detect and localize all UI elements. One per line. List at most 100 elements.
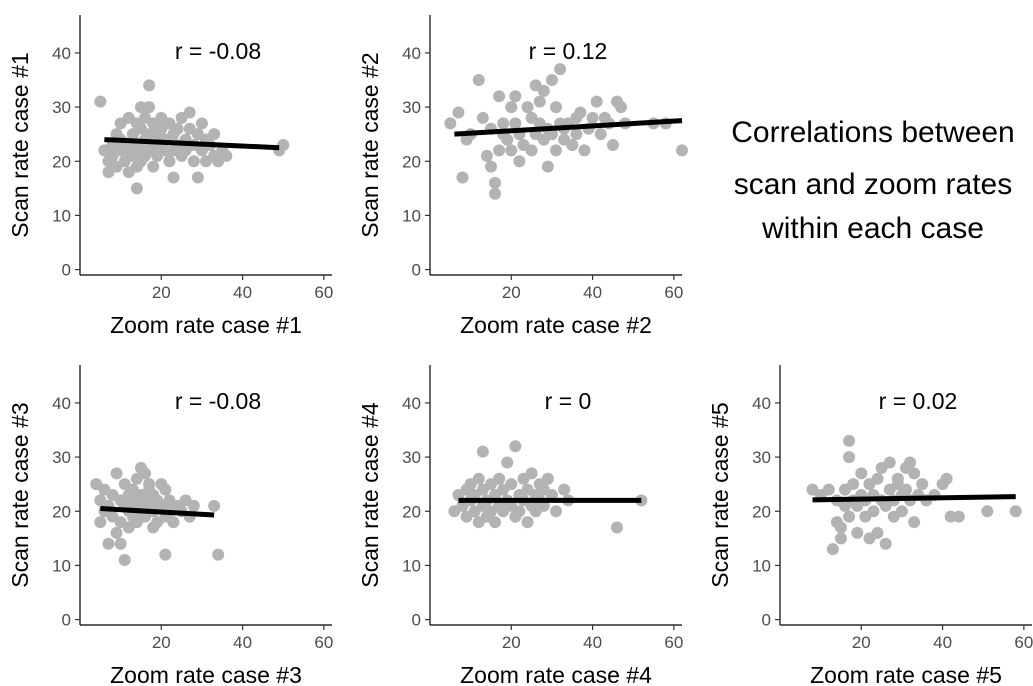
panel-3: 0 10 20 30 40 20 40 60 r = -0.08 Zoom rate case #… <box>7 365 333 686</box>
data-point <box>489 516 502 529</box>
data-point <box>550 101 562 114</box>
data-point <box>159 548 172 561</box>
data-point <box>476 445 489 458</box>
data-point <box>187 155 200 168</box>
x-tick-label: 40 <box>233 283 252 302</box>
caption-line-2: scan and zoom rates <box>734 168 1012 201</box>
data-point <box>480 149 493 162</box>
data-point <box>916 478 929 491</box>
data-point <box>545 74 558 86</box>
correlation-label: r = 0.02 <box>879 388 958 414</box>
data-point <box>843 510 856 523</box>
data-point <box>851 526 864 539</box>
correlation-label: r = -0.08 <box>175 388 261 414</box>
panel-1: 0 10 20 30 40 20 40 60 r = -0.08 Zoom rate case #… <box>7 15 333 338</box>
data-point <box>147 160 160 173</box>
data-point <box>102 537 115 550</box>
data-point <box>497 117 510 130</box>
x-axis-title: Zoom rate case #4 <box>460 662 652 686</box>
data-point <box>505 101 518 114</box>
data-point <box>110 526 123 539</box>
y-axis-title: Scan rate case #1 <box>7 52 33 237</box>
data-point <box>167 516 180 529</box>
data-point <box>195 117 208 130</box>
data-point <box>110 467 123 480</box>
data-point <box>676 144 688 157</box>
y-axis-title: Scan rate case #4 <box>357 402 383 588</box>
data-point <box>615 101 628 114</box>
data-point <box>509 117 522 130</box>
y-tick-label: 20 <box>52 502 71 521</box>
data-point <box>277 139 290 151</box>
data-point <box>908 516 921 529</box>
data-point <box>843 451 856 464</box>
y-tick-label: 40 <box>402 44 421 63</box>
data-point <box>952 510 965 523</box>
y-tick-label: 40 <box>752 394 771 413</box>
data-point <box>822 483 835 496</box>
data-point <box>550 505 562 518</box>
data-point <box>940 472 953 485</box>
data-point <box>541 472 554 485</box>
data-point <box>472 74 485 86</box>
data-point <box>879 537 892 550</box>
data-point <box>834 532 847 545</box>
x-tick-label: 40 <box>583 283 602 302</box>
y-tick-label: 0 <box>412 611 421 630</box>
y-tick-label: 0 <box>412 261 421 280</box>
x-tick-label: 40 <box>933 633 952 652</box>
data-point <box>493 144 506 157</box>
data-point <box>456 171 469 184</box>
data-point <box>521 516 534 529</box>
data-point <box>509 440 522 453</box>
regression-line <box>100 506 215 518</box>
data-point <box>452 106 465 119</box>
data-point <box>826 543 839 556</box>
y-tick-label: 30 <box>52 98 71 117</box>
x-axis-title: Zoom rate case #1 <box>110 312 302 338</box>
data-point <box>114 537 127 550</box>
data-point <box>493 90 506 103</box>
data-point <box>118 554 131 566</box>
data-point <box>159 483 172 496</box>
y-tick-label: 10 <box>52 206 71 225</box>
data-point <box>550 144 562 157</box>
data-point <box>570 128 583 141</box>
x-tick-label: 20 <box>152 633 171 652</box>
y-axis-title: Scan rate case #5 <box>707 402 733 587</box>
data-point <box>574 106 587 119</box>
data-point <box>94 95 107 108</box>
data-point <box>130 182 143 195</box>
data-point <box>904 456 917 469</box>
y-tick-label: 30 <box>402 98 421 117</box>
figure-caption: Correlations between scan and zoom rates… <box>731 116 1015 245</box>
y-tick-label: 10 <box>752 556 771 575</box>
y-tick-label: 20 <box>752 502 771 521</box>
data-point <box>586 111 599 124</box>
data-point <box>521 101 534 114</box>
data-point <box>541 160 554 173</box>
data-point <box>525 467 538 480</box>
data-point <box>900 483 912 496</box>
x-tick-label: 60 <box>664 283 683 302</box>
regression-line <box>104 137 280 151</box>
y-tick-label: 30 <box>52 448 71 467</box>
y-tick-label: 20 <box>402 152 421 171</box>
data-point <box>208 499 221 512</box>
y-tick-label: 40 <box>52 44 71 63</box>
data-point <box>1009 505 1022 518</box>
data-point <box>476 111 489 124</box>
data-point <box>843 434 856 447</box>
data-point <box>834 521 847 534</box>
data-point <box>554 63 567 76</box>
x-axis-title: Zoom rate case #5 <box>810 662 1002 686</box>
data-point <box>212 548 225 561</box>
y-tick-label: 40 <box>402 394 421 413</box>
data-point <box>558 483 571 496</box>
caption-line-3: within each case <box>761 212 984 245</box>
data-point <box>867 505 880 518</box>
data-point <box>871 472 884 485</box>
scatter-panels: 0 10 20 30 40 20 40 60 r = -0.08 Zoom rate case #… <box>7 15 1033 686</box>
data-point <box>94 516 107 529</box>
